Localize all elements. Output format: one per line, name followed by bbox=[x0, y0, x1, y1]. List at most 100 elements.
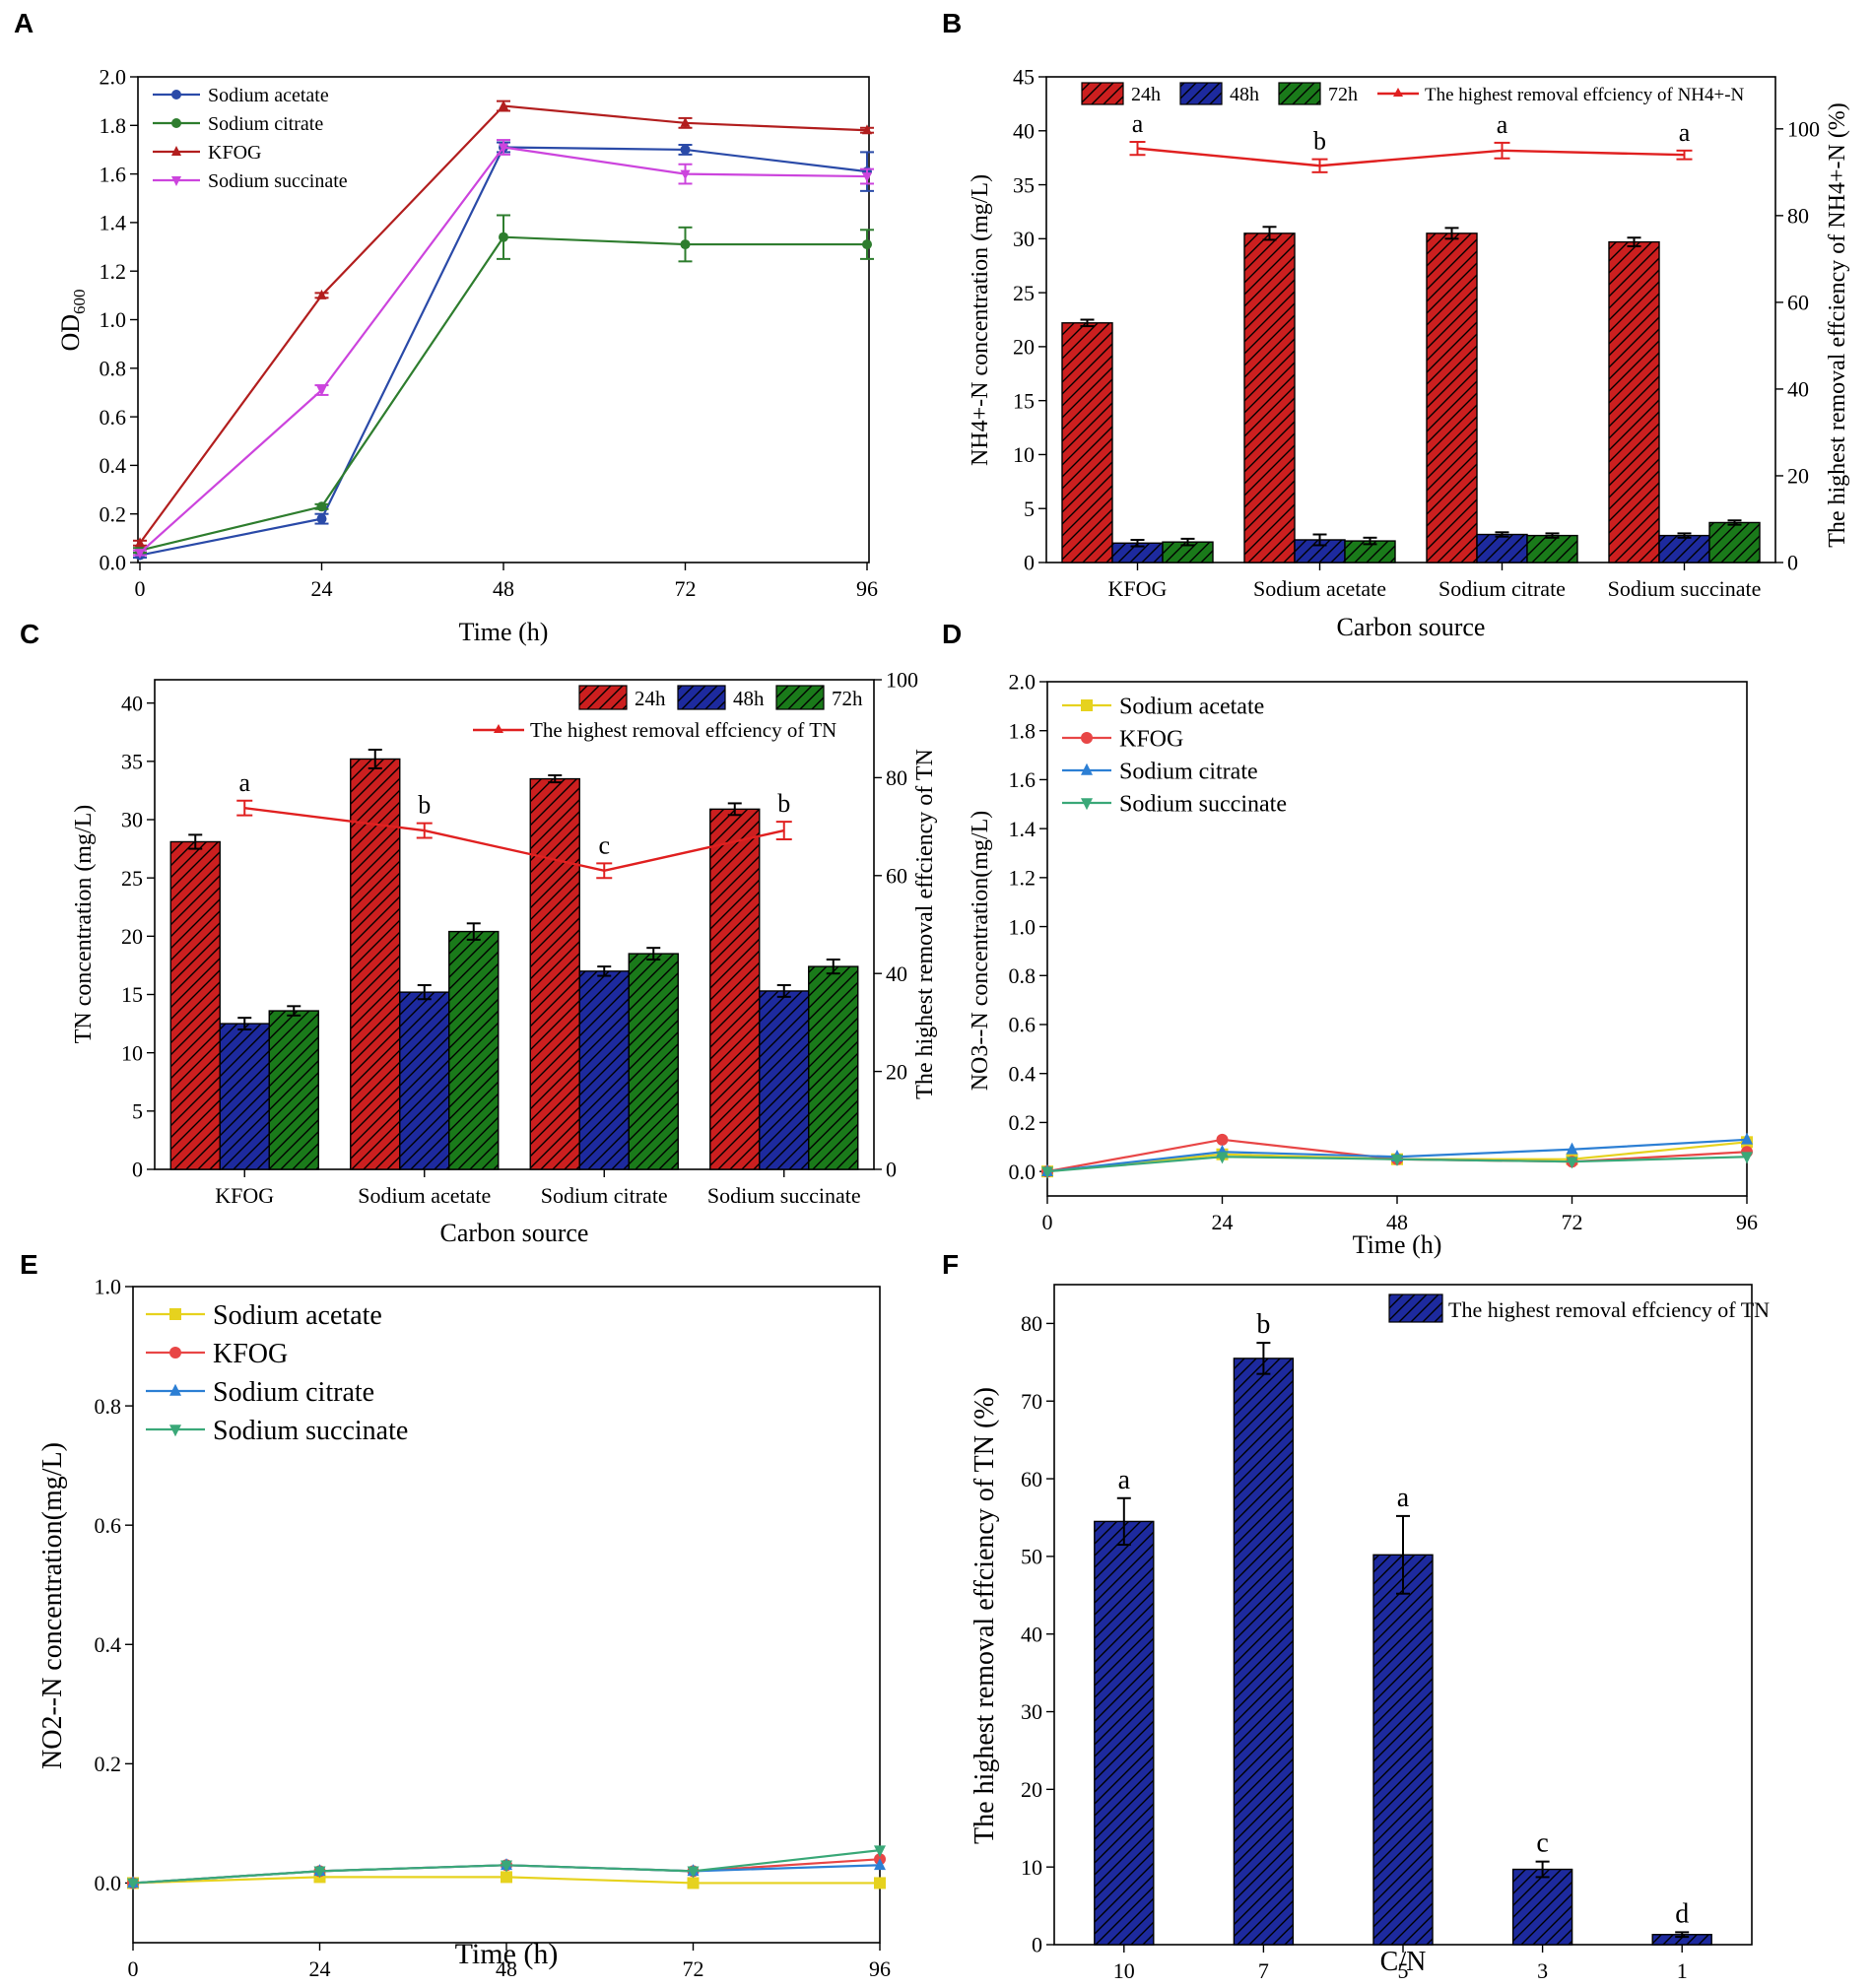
data-point-sodium-succinate bbox=[874, 1845, 886, 1858]
x-tick-label: Sodium succinate bbox=[707, 1183, 861, 1208]
x-tick-label: 72 bbox=[683, 1956, 704, 1981]
bar-the-highest-removal-effciency-of-tn bbox=[1511, 1868, 1573, 1946]
y-tick-label: 40 bbox=[1021, 1622, 1042, 1646]
y-tick-label: 0.2 bbox=[1009, 1110, 1037, 1135]
y-tick-label: 0.6 bbox=[1009, 1013, 1037, 1037]
significance-letter: a bbox=[1132, 109, 1144, 138]
chart-b: 0 5 10 15 20 25 30 35 40 45 KFOG Sodium acetate Sodi… bbox=[968, 65, 1850, 641]
y-tick-label: 40 bbox=[1013, 118, 1035, 143]
x-tick-label: 96 bbox=[869, 1956, 891, 1981]
chart-c: 0 5 10 15 20 25 30 35 40 KFOG Sodium acetate Sodium… bbox=[71, 668, 938, 1247]
legend-swatch bbox=[775, 685, 825, 710]
x-tick-label: 0 bbox=[128, 1956, 139, 1981]
data-point-sodium-citrate bbox=[499, 232, 508, 242]
data-point-sodium-succinate bbox=[1566, 1157, 1578, 1169]
y-tick-label: 0.4 bbox=[1009, 1061, 1037, 1086]
y2-tick-label: 60 bbox=[886, 864, 907, 889]
y-tick-label: 15 bbox=[121, 982, 143, 1007]
plot-frame bbox=[1045, 76, 1776, 563]
bar-24h bbox=[169, 840, 221, 1170]
data-point-sodium-citrate bbox=[1741, 1132, 1753, 1145]
panel-f: F 0 10 20 30 40 50 60 70 80 10 a 7 b 5 a 3 c 1 d C/N The hig… bbox=[936, 1241, 1873, 1988]
y-tick-label: 60 bbox=[1021, 1467, 1042, 1491]
y-tick-label: 20 bbox=[1021, 1777, 1042, 1802]
legend-label: KFOG bbox=[213, 1339, 288, 1369]
data-point-sodium-succinate bbox=[1741, 1152, 1753, 1164]
y-tick-label: 20 bbox=[121, 924, 143, 949]
significance-letter: c bbox=[598, 830, 610, 859]
data-point-sodium-citrate bbox=[1566, 1142, 1578, 1155]
data-point-kfog bbox=[316, 289, 327, 299]
data-point-kfog bbox=[1216, 1133, 1229, 1146]
x-axis-label: C/N bbox=[1380, 1947, 1427, 1977]
y-tick-label: 1.0 bbox=[100, 307, 127, 332]
data-point-sodium-acetate bbox=[687, 1877, 700, 1889]
data-point-kfog bbox=[680, 116, 691, 127]
bar-the-highest-removal-effciency-of-tn bbox=[1094, 1520, 1155, 1946]
x-tick-label: 96 bbox=[856, 576, 878, 601]
data-point-kfog bbox=[862, 124, 872, 135]
legend-label: Sodium citrate bbox=[213, 1377, 374, 1408]
x-axis-label: Carbon source bbox=[440, 1219, 589, 1247]
data-point-sodium-citrate bbox=[680, 239, 691, 250]
legend-marker bbox=[1393, 88, 1403, 97]
y-tick-label: 1.4 bbox=[1009, 817, 1037, 841]
data-point-sodium-succinate bbox=[313, 1866, 326, 1879]
legend-label: Sodium acetate bbox=[213, 1300, 382, 1331]
legend-marker bbox=[169, 1308, 181, 1320]
legend-marker bbox=[169, 1425, 181, 1437]
y-tick-label: 0.4 bbox=[100, 453, 127, 478]
x-tick-label: 24 bbox=[309, 1956, 331, 1981]
panel-letter-d: D bbox=[942, 619, 963, 649]
bar-48h bbox=[1476, 533, 1528, 563]
y-tick-label: 1.0 bbox=[1009, 914, 1037, 939]
legend-marker bbox=[1081, 798, 1093, 811]
series-line-sodium-succinate bbox=[139, 146, 868, 554]
legend-marker bbox=[1081, 732, 1093, 744]
significance-letter: b bbox=[777, 789, 790, 818]
legend-label: 72h bbox=[832, 687, 863, 710]
data-point-sodium-citrate bbox=[862, 239, 872, 250]
bar-48h bbox=[219, 1023, 270, 1170]
x-tick-label: 5 bbox=[1398, 1958, 1409, 1983]
legend-label: The highest removal effciency of NH4+-N bbox=[1425, 85, 1745, 105]
panel-d: D 0.0 0.2 0.4 0.6 0.8 1.0 1.2 1.4 1.6 1.8 2.0 0 24 48… bbox=[936, 611, 1873, 1261]
bar-24h bbox=[1426, 232, 1478, 563]
x-tick-label: 48 bbox=[493, 576, 514, 601]
legend-swatch bbox=[578, 685, 628, 710]
legend-label: KFOG bbox=[208, 142, 261, 164]
y-tick-label: 0 bbox=[132, 1158, 143, 1182]
y-tick-label: 1.2 bbox=[100, 259, 127, 284]
y-tick-label: 5 bbox=[1024, 497, 1035, 521]
y-tick-label: 5 bbox=[132, 1099, 143, 1124]
significance-letter: a bbox=[1497, 110, 1508, 139]
y-tick-label: 2.0 bbox=[100, 65, 127, 90]
significance-letter: b bbox=[1313, 127, 1326, 156]
panel-b: B 0 5 10 15 20 25 30 35 40 45 KFOG Sodium acetate So… bbox=[936, 0, 1873, 641]
bar-72h bbox=[628, 953, 679, 1170]
y-axis-label: NO3--N concentration(mg/L) bbox=[968, 811, 993, 1092]
significance-letter: a bbox=[1118, 1465, 1131, 1495]
panel-a: A 0.0 0.2 0.4 0.6 0.8 1.0 1.2 1.4 1.6 1.8 2.0 0 24 48… bbox=[0, 0, 936, 646]
x-tick-label: 0 bbox=[1042, 1210, 1053, 1234]
y-tick-label: 25 bbox=[121, 866, 143, 891]
bar-72h bbox=[268, 1010, 319, 1170]
data-point-sodium-succinate bbox=[1391, 1154, 1403, 1166]
chart-a: 0.0 0.2 0.4 0.6 0.8 1.0 1.2 1.4 1.6 1.8 2.0 0 24 48 72… bbox=[56, 65, 878, 646]
y-tick-label: 0.0 bbox=[95, 1871, 122, 1895]
y-tick-label: 10 bbox=[121, 1040, 143, 1065]
bar-72h bbox=[808, 965, 859, 1170]
data-point-sodium-succinate bbox=[862, 172, 872, 183]
bar-24h bbox=[350, 758, 401, 1170]
legend-label: Sodium succinate bbox=[1119, 791, 1287, 817]
x-tick-label: 96 bbox=[1736, 1210, 1758, 1234]
legend-label: Sodium acetate bbox=[208, 85, 329, 106]
x-tick-label: KFOG bbox=[215, 1183, 274, 1208]
x-tick-label: 10 bbox=[1113, 1958, 1135, 1983]
y-tick-label: 45 bbox=[1013, 65, 1035, 90]
data-point-kfog bbox=[135, 537, 145, 548]
bar-72h bbox=[1708, 521, 1761, 563]
data-point-sodium-succinate bbox=[316, 385, 327, 396]
y-tick-label: 0.4 bbox=[95, 1632, 122, 1657]
legend-swatch bbox=[1388, 1293, 1443, 1323]
